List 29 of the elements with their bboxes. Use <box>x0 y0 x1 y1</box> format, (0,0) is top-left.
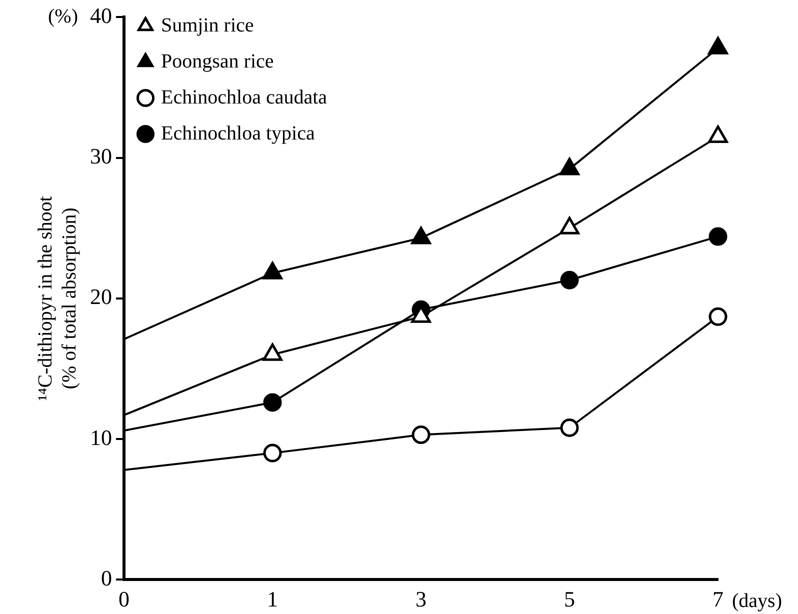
point <box>560 216 580 234</box>
x-tick-label: 5 <box>564 586 575 612</box>
point <box>708 125 728 143</box>
point <box>708 36 728 54</box>
point <box>262 262 282 280</box>
y-axis-title: ¹⁴C-dithiopyr in the shoot (% of total absorption) <box>34 196 80 401</box>
text: (%) <box>48 5 78 28</box>
x-tick-label: 1 <box>267 586 278 612</box>
legend-label: Echinochloa caudata <box>161 86 328 108</box>
legend-label: Poongsan rice <box>161 50 274 72</box>
y-tick-label: 30 <box>90 144 112 169</box>
x-tick-label: 3 <box>416 586 426 612</box>
point <box>560 270 579 290</box>
y-tick-label: 0 <box>101 565 112 590</box>
point <box>263 393 282 412</box>
x-tick-label: 0 <box>118 586 130 612</box>
legend-label: Sumjin rice <box>161 14 254 36</box>
x-tick-label: 7 <box>712 586 724 612</box>
y-tick-label: 20 <box>90 284 112 310</box>
point <box>412 426 430 444</box>
y-tick-label: 10 <box>90 424 112 450</box>
point <box>560 158 580 176</box>
y-tick-label: 40 <box>90 2 112 28</box>
point <box>560 418 579 437</box>
legend-label: Echinochloa typica <box>161 122 315 144</box>
x-axis-title: (days) <box>732 590 782 612</box>
point <box>263 444 282 462</box>
point <box>708 307 728 326</box>
point <box>411 226 431 244</box>
